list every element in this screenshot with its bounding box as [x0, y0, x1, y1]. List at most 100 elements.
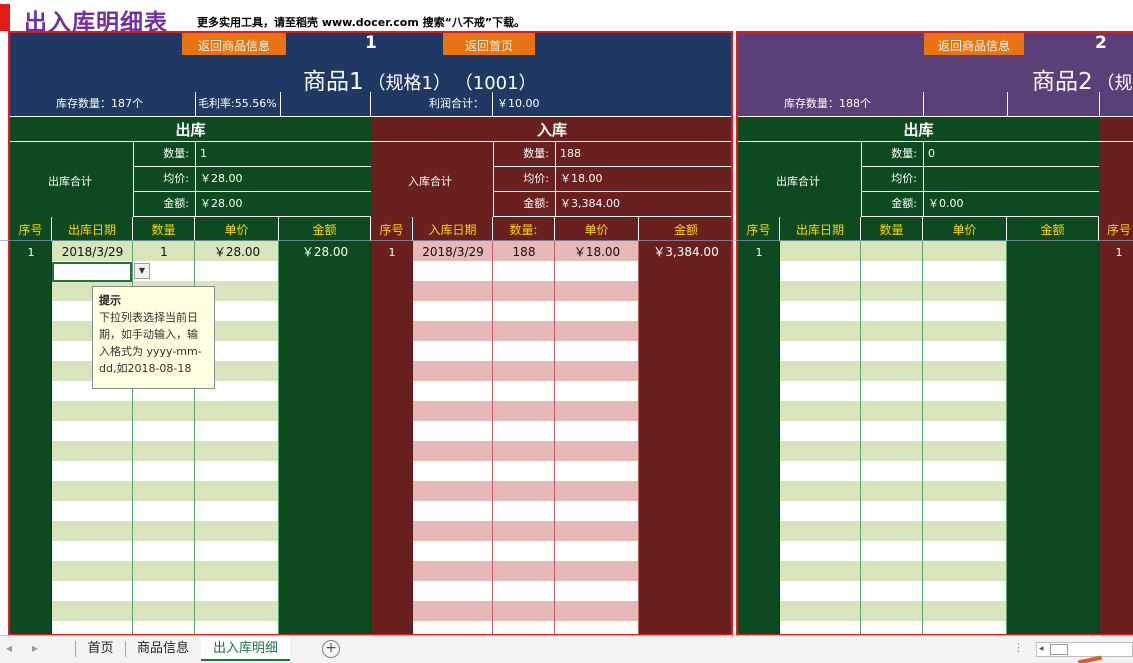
col-in-price: 单价 [555, 217, 639, 241]
out-amount-value: ￥28.00 [195, 192, 371, 217]
in-avg-value: ￥18.00 [555, 167, 731, 192]
col-out-qty: 数量 [133, 217, 195, 241]
out-qty-key: 数量: [133, 142, 195, 167]
product-2-inbound-summary-edge [1099, 142, 1133, 217]
tab-separator [125, 641, 126, 657]
col-in-qty: 数量: [493, 217, 555, 241]
in-row1-amount[interactable]: ￥3,384.00 [653, 245, 719, 259]
inbound-summary [371, 142, 731, 217]
col-out-price: 单价 [195, 217, 279, 241]
product-2-inbound-header-edge [1099, 117, 1133, 142]
profit-total-label: 利润合计： [371, 92, 493, 116]
input-hint-tooltip: 提示 下拉列表选择当前日期，如手动输入，输入格式为 yyyy-mm-dd,如20… [92, 286, 215, 389]
promo-hint: 更多实用工具，请至稻壳 www.docer.com 搜索“八不戒”下载。 [197, 16, 526, 29]
in-amount-key: 金额: [493, 192, 555, 217]
back-product-info-button-2[interactable]: 返回商品信息 [924, 33, 1024, 58]
product-2-name-line: 商品2 （规 [1032, 62, 1132, 96]
dropdown-arrow-icon[interactable]: ▼ [134, 263, 150, 279]
out-row1-date[interactable]: 2018/3/29 [61, 245, 124, 259]
p2-out-amount-column[interactable] [1007, 241, 1099, 634]
more-options-icon[interactable]: ⋮ [1013, 641, 1024, 654]
in-row1-price[interactable]: ￥18.00 [573, 245, 621, 259]
scrollbar-thumb[interactable] [1050, 644, 1068, 655]
p2-out-price-column[interactable] [923, 241, 1007, 634]
in-amount-value: ￥3,384.00 [555, 192, 731, 217]
out-row1-seq[interactable]: 1 [27, 246, 35, 259]
product-2-spec: （规 [1096, 73, 1133, 94]
in-qty-key: 数量: [493, 142, 555, 167]
tab-separator [75, 641, 76, 657]
nav-prev-icon[interactable]: ◂ [6, 641, 13, 655]
p2-out-qty-value: 0 [923, 142, 1099, 167]
product-name-row [10, 55, 731, 92]
tab-product-info[interactable]: 商品信息 [136, 641, 189, 656]
product-2-outbound-header: 出库 [738, 117, 1099, 142]
in-price-column[interactable] [555, 241, 639, 634]
p2-out-avg-value [923, 167, 1099, 192]
p2-out-avg-key: 均价: [861, 167, 923, 192]
stock-quantity: 库存数量：187个 [10, 92, 196, 116]
product-block-2: 2 返回商品信息 商品2 （规 库存数量：188个 出库 出库合计 数量: 0 … [736, 31, 1133, 636]
selected-date-cell[interactable] [52, 262, 132, 282]
in-qty-value: 188 [555, 142, 731, 167]
in-qty-column[interactable] [493, 241, 555, 634]
freeze-pane-line [0, 240, 1133, 241]
out-avg-value: ￥28.00 [195, 167, 371, 192]
outbound-header: 出库 [10, 117, 371, 142]
back-home-button[interactable]: 返回首页 [443, 33, 535, 58]
col-in-seq: 序号 [371, 217, 413, 241]
p2-col-out-amount: 金额 [1007, 217, 1099, 241]
product-2-name-row [738, 55, 1133, 92]
p2-in-row1-seq[interactable]: 1 [1115, 246, 1123, 259]
out-row1-amount[interactable]: ￥28.00 [301, 245, 349, 259]
product-spec: （规格1） [367, 73, 451, 94]
outbound-total-label: 出库合计 [48, 175, 92, 188]
product-2-outbound-summary [738, 142, 1099, 217]
scroll-left-icon[interactable]: ◂ [1039, 644, 1044, 654]
p2-out-row1-seq[interactable]: 1 [755, 246, 763, 259]
tooltip-body: 下拉列表选择当前日期，如手动输入，输入格式为 yyyy-mm-dd,如2018-… [99, 311, 202, 375]
p2-out-date-column[interactable] [780, 241, 861, 634]
col-out-amount: 金额 [279, 217, 371, 241]
out-amount-column[interactable] [279, 241, 371, 634]
p2-out-amount-value: ￥0.00 [923, 192, 1099, 217]
product-number: 1 [365, 33, 377, 53]
in-amount-column[interactable] [639, 241, 731, 634]
product-name: 商品1 [303, 69, 364, 95]
add-sheet-icon[interactable]: + [322, 640, 340, 658]
out-row1-qty[interactable]: 1 [160, 245, 168, 259]
nav-next-icon[interactable]: ▸ [32, 641, 39, 655]
p2-in-seq-column[interactable] [1099, 241, 1133, 634]
out-avg-key: 均价: [133, 167, 195, 192]
gross-margin: 毛利率:55.56% [196, 92, 281, 116]
inbound-total-label: 入库合计 [408, 175, 452, 188]
product-2-stats-cell [924, 92, 1008, 116]
inbound-header: 入库 [371, 117, 731, 142]
profit-total-value: ￥10.00 [497, 97, 540, 110]
product-code: （1001） [454, 73, 537, 94]
p2-out-qty-column[interactable] [861, 241, 923, 634]
p2-col-out-price: 单价 [923, 217, 1007, 241]
in-seq-column[interactable] [371, 241, 413, 634]
stats-empty-cell [281, 92, 371, 116]
horizontal-scrollbar[interactable]: ◂ [1036, 642, 1133, 657]
in-row1-date[interactable]: 2018/3/29 [422, 245, 484, 259]
in-date-column[interactable] [413, 241, 493, 634]
in-row1-qty[interactable]: 188 [512, 245, 536, 259]
tooltip-title: 提示 [99, 294, 121, 307]
col-in-amount: 金额 [639, 217, 731, 241]
title-accent-bar [0, 4, 10, 31]
p2-out-seq-column[interactable] [738, 241, 780, 634]
sheet-tab-bar: ◂ ▸ 首页 商品信息 出入库明细 + ⋮ ◂ [0, 635, 1133, 663]
tab-home[interactable]: 首页 [87, 641, 114, 656]
out-seq-column[interactable] [10, 241, 52, 634]
product-name-line: 商品1 （规格1） （1001） [303, 62, 537, 96]
in-row1-seq[interactable]: 1 [388, 246, 396, 259]
tab-inout-detail[interactable]: 出入库明细 [201, 637, 290, 661]
in-avg-key: 均价: [493, 167, 555, 192]
out-row1-price[interactable]: ￥28.00 [213, 245, 261, 259]
back-product-info-button[interactable]: 返回商品信息 [182, 33, 286, 58]
col-out-seq: 序号 [10, 217, 52, 241]
out-qty-value: 1 [195, 142, 371, 167]
